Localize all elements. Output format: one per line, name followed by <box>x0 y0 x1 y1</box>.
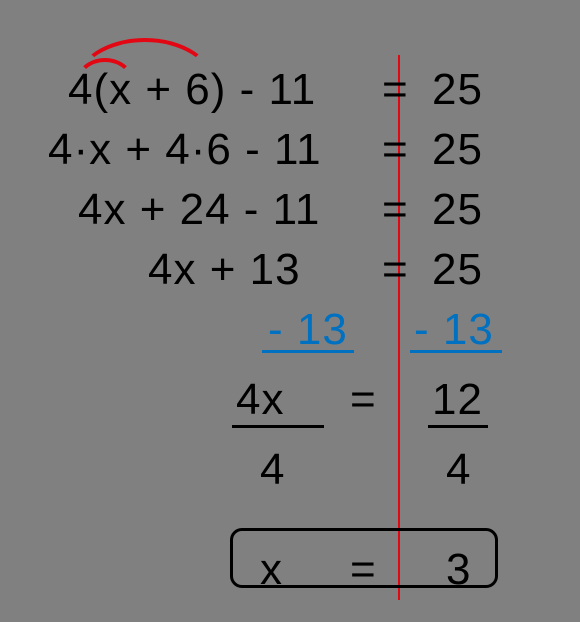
rule-2 <box>232 425 324 428</box>
eq-sign-2: = <box>382 185 409 235</box>
eq-right-1: 25 <box>432 125 483 175</box>
answer-box <box>230 528 498 588</box>
eq-right-2: 25 <box>432 185 483 235</box>
rule-0 <box>262 350 354 353</box>
eq-left-0: 4(x + 6) - 11 <box>68 65 316 115</box>
eq-left-2: 4x + 24 - 11 <box>78 185 320 235</box>
eq-left-6: 4 <box>260 445 285 495</box>
eq-sign-3: = <box>382 245 409 295</box>
equation-canvas: 4(x + 6) - 11 = 25 4·x + 4·6 - 11 = 25 4x + 24… <box>0 0 580 622</box>
eq-left-4: - 13 <box>268 305 348 355</box>
eq-left-5: 4x <box>236 375 284 425</box>
eq-right-3: 25 <box>432 245 483 295</box>
eq-right-6: 4 <box>446 445 471 495</box>
eq-right-5: 12 <box>432 375 483 425</box>
eq-left-3: 4x + 13 <box>148 245 301 295</box>
eq-right-0: 25 <box>432 65 483 115</box>
eq-sign-5: = <box>350 375 377 425</box>
eq-right-4: - 13 <box>414 305 494 355</box>
rule-3 <box>428 425 488 428</box>
eq-left-1: 4·x + 4·6 - 11 <box>48 125 322 175</box>
eq-sign-0: = <box>382 65 409 115</box>
rule-1 <box>410 350 502 353</box>
eq-sign-1: = <box>382 125 409 175</box>
